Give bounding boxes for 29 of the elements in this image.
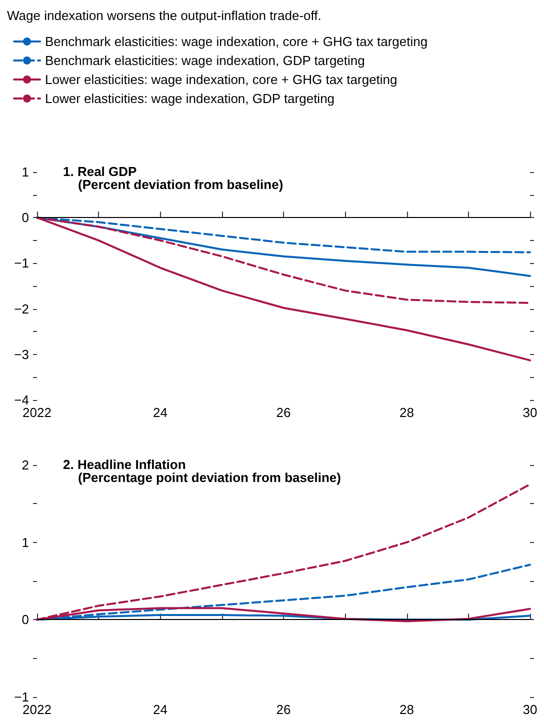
y-tick-label: −2	[14, 301, 29, 316]
y-tick-label: −3	[14, 346, 29, 362]
annotation: (Percent deviation from baseline)	[78, 177, 284, 192]
y-tick-label: −1	[14, 690, 29, 704]
x-tick-label: 26	[276, 702, 291, 717]
x-tick-label: 28	[400, 405, 414, 420]
y-tick-label: 1	[22, 534, 29, 550]
y-tick-label: 0	[22, 612, 29, 628]
x-tick-label: 2022	[22, 405, 52, 420]
y-tick-label: −4	[14, 392, 29, 408]
x-tick-label: 26	[276, 405, 291, 420]
x-tick-label: 24	[153, 702, 168, 717]
x-tick-label: 30	[522, 405, 538, 420]
x-tick-label: 2022	[22, 702, 52, 717]
x-tick-label: 28	[400, 702, 414, 717]
chart-subtitle: 1. Real GDP	[63, 164, 138, 179]
chart-title: Wage indexation worsens the output-inflation trade-off.	[7, 8, 322, 23]
x-tick-label: 30	[522, 702, 538, 717]
y-tick-label: 2	[22, 458, 29, 472]
x-tick-label: 24	[153, 405, 168, 420]
chart-subtitle: 2. Headline Inflation	[63, 457, 186, 472]
legend-label: Benchmark elasticities: wage indexation, core + GHG tax targeting	[45, 34, 428, 49]
y-tick-label: 1	[22, 164, 29, 180]
legend-label: Benchmark elasticities: wage indexation, GDP targeting	[45, 53, 365, 68]
legend-label: Lower elasticities: wage indexation, GDP targeting	[45, 91, 335, 106]
y-tick-label: 0	[22, 210, 29, 226]
y-tick-label: −1	[14, 256, 29, 271]
legend-label: Lower elasticities: wage indexation, core + GHG tax targeting	[45, 72, 398, 87]
annotation: (Percentage point deviation from baseline)	[78, 470, 341, 485]
